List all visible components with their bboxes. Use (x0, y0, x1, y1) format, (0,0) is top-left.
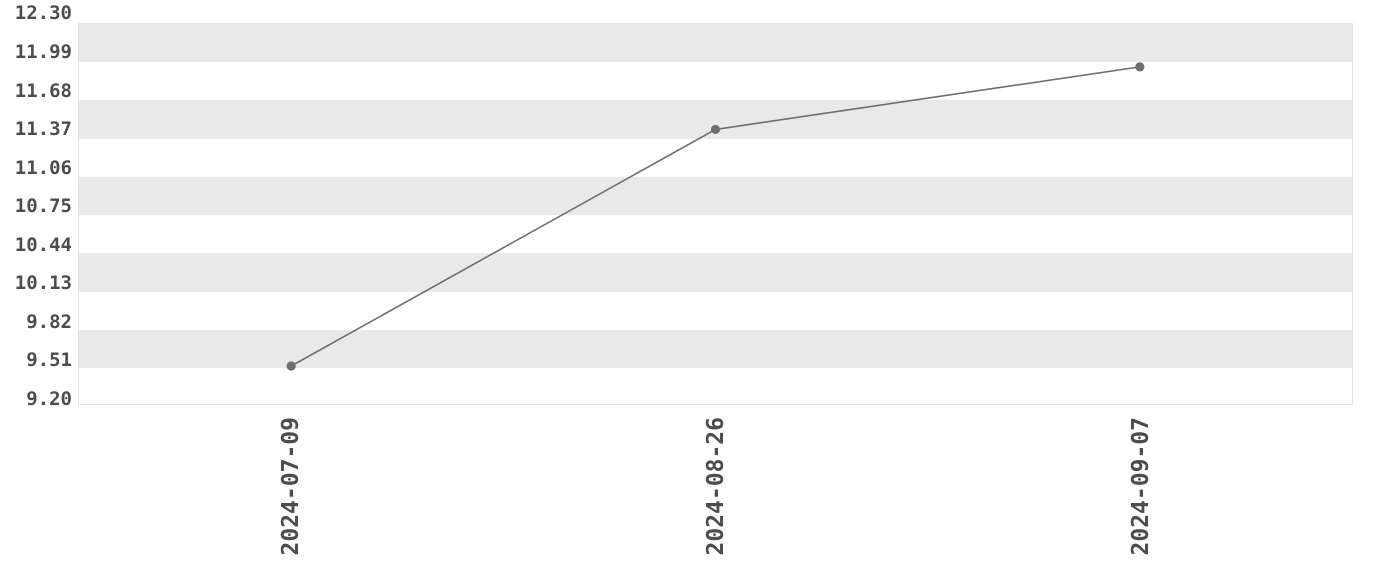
grid-band (79, 177, 1352, 215)
grid-band (79, 24, 1352, 62)
plot-area (78, 23, 1353, 405)
y-axis: 12.30 11.99 11.68 11.37 11.06 10.75 10.4… (0, 0, 78, 580)
y-tick-label: 11.68 (14, 80, 72, 102)
y-tick-label: 9.82 (26, 311, 72, 333)
data-series (286, 62, 1145, 371)
data-point (286, 361, 296, 371)
y-tick-label: 9.51 (26, 349, 72, 371)
x-tick-label: 2024-07-09 (277, 417, 304, 556)
x-axis: 2024-07-09 2024-08-26 2024-09-07 (0, 405, 1380, 580)
y-tick-label: 11.99 (14, 41, 72, 63)
grid-band (79, 253, 1352, 292)
y-tick-label: 11.06 (14, 157, 72, 179)
y-tick-label: 10.13 (14, 272, 72, 294)
y-tick-label: 11.37 (14, 118, 72, 140)
y-tick-label: 9.20 (26, 388, 72, 410)
data-point (710, 124, 721, 135)
x-tick-label: 2024-09-07 (1127, 417, 1154, 556)
y-tick-label: 10.75 (14, 195, 72, 217)
y-tick-label: 10.44 (14, 234, 72, 256)
data-point (1135, 62, 1145, 72)
series-line (290, 66, 1140, 367)
y-tick-label: 12.30 (14, 2, 72, 24)
x-tick-label: 2024-08-26 (702, 417, 729, 556)
